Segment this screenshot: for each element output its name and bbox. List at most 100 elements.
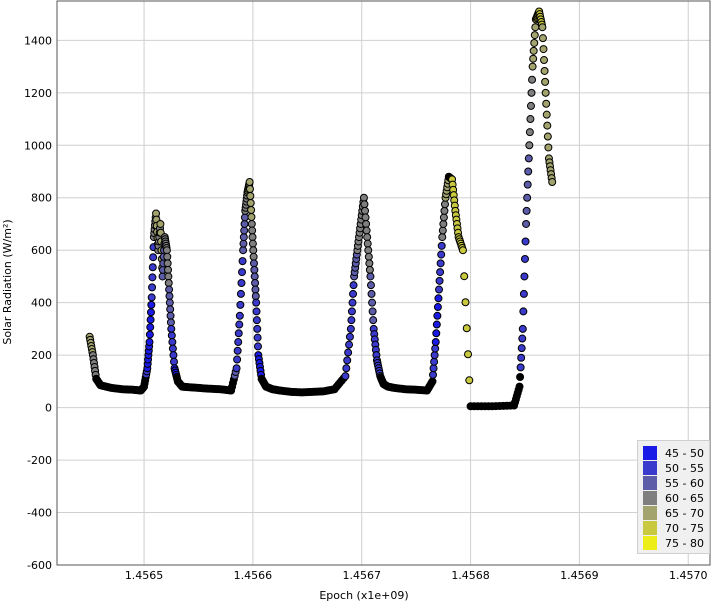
y-tick-label: 200 [31,349,52,362]
data-point [526,115,535,124]
legend-item: 75 - 80 [643,536,704,550]
y-tick-label: 1200 [24,87,52,100]
data-point [349,281,358,290]
data-point [428,377,437,386]
data-point [240,219,249,228]
x-tick-label: 1.4566 [234,569,273,582]
data-point [146,323,155,332]
y-tick-label: 400 [31,297,52,310]
legend-label: 45 - 50 [665,446,704,460]
y-tick-label: 1400 [24,34,52,47]
legend-item: 45 - 50 [643,446,704,460]
data-point [429,364,438,373]
data-point [253,342,262,351]
data-point [438,226,447,235]
data-point [345,332,354,341]
data-point [526,101,535,110]
legend-item: 60 - 65 [643,491,704,505]
data-point [147,293,156,302]
data-point [363,233,372,242]
data-point [362,219,371,228]
data-point [432,329,441,338]
data-point [239,246,248,255]
data-point [148,263,157,272]
data-point [515,382,524,391]
data-point [522,219,531,228]
data-point [435,285,444,294]
data-point [167,324,176,333]
data-point [245,185,254,193]
data-point [543,132,552,141]
data-point [461,298,470,307]
data-point [438,233,447,242]
data-point [527,88,536,97]
data-point [233,346,242,355]
data-point [431,344,440,353]
data-point [523,180,532,189]
data-point [169,351,178,360]
legend-swatch [643,536,657,550]
data-point [237,279,246,287]
data-point [369,316,378,325]
data-point [245,178,254,187]
data-point [251,292,260,301]
data-point [540,66,549,75]
x-tick-label: 1.4569 [560,569,599,582]
data-point [528,75,537,84]
data-point [366,281,375,290]
y-tick-label: 800 [31,192,52,205]
data-point [520,272,529,281]
data-point [236,300,245,309]
data-point [436,259,445,268]
y-tick-label: -600 [27,559,52,572]
x-tick-label: 1.4565 [125,569,164,582]
data-point [163,259,172,268]
data-point [342,364,351,373]
data-point [346,324,355,333]
legend-label: 60 - 65 [665,491,704,505]
data-point [247,219,256,228]
data-point [543,121,552,130]
legend-swatch [643,446,657,460]
data-point [437,241,446,250]
data-point [165,298,174,307]
data-point [250,272,259,281]
data-point [542,99,551,108]
data-points [85,7,557,411]
data-point [347,307,356,316]
data-point [462,324,471,333]
data-point [147,300,156,309]
data-point [248,226,257,235]
data-point [516,363,525,372]
data-point [435,276,444,285]
data-point [166,311,175,320]
legend-label: 50 - 55 [665,461,704,475]
data-point [521,237,530,246]
data-point [460,272,469,281]
y-tick-label: -200 [27,454,52,467]
data-point [364,246,373,255]
legend-swatch [643,476,657,490]
data-point [538,34,547,43]
y-tick-label: 600 [31,244,52,257]
data-point [247,212,256,221]
data-point [524,167,533,176]
data-point [341,372,350,381]
data-point [240,213,249,222]
legend-item: 70 - 75 [643,521,704,535]
data-point [253,333,262,342]
data-point [360,206,369,215]
data-point [235,311,244,320]
data-point [164,272,173,281]
data-point [246,198,255,207]
data-point [347,316,356,325]
legend-label: 55 - 60 [665,476,704,490]
data-point [240,226,249,235]
data-point [433,311,442,320]
y-tick-label: 0 [45,402,52,415]
data-point [539,45,548,54]
data-point [156,219,165,228]
data-point [146,308,155,317]
data-point [439,219,448,228]
legend-label: 75 - 80 [665,536,704,550]
